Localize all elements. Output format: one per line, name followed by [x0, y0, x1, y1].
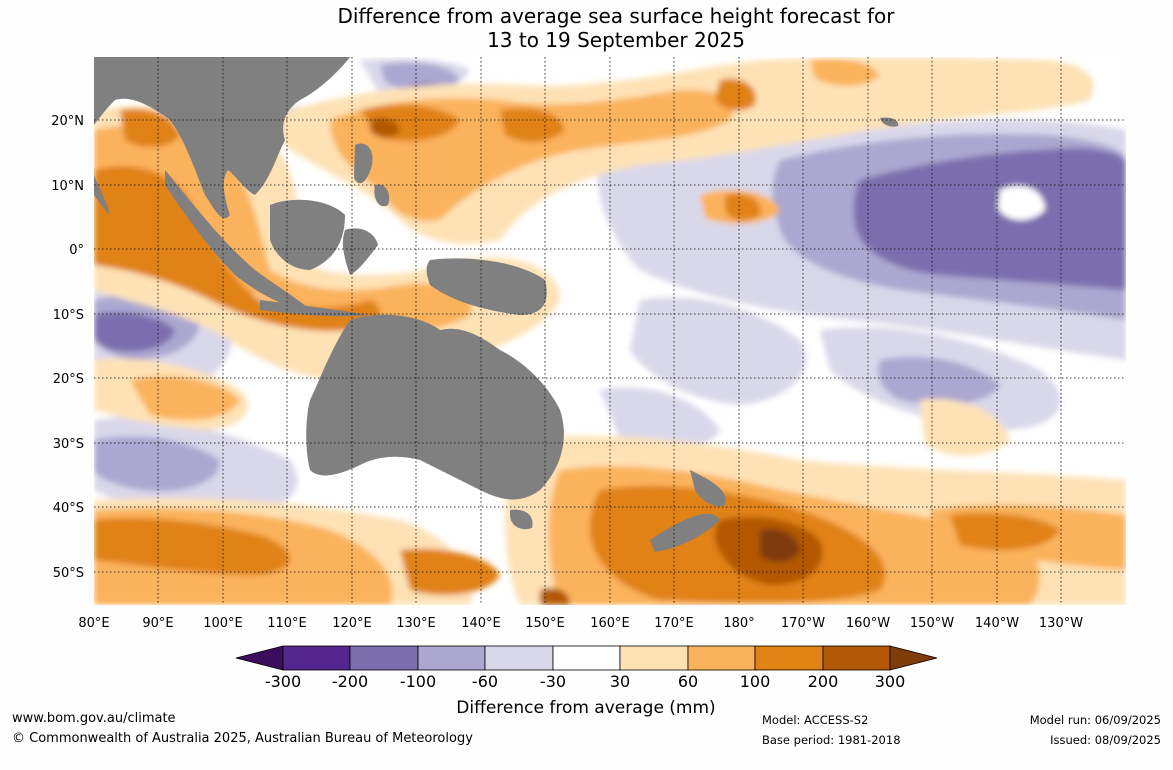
- lat-label: 40°S: [53, 501, 84, 516]
- colorbar-swatch: [417, 645, 486, 671]
- lon-label: 140°W: [975, 616, 1019, 631]
- lon-label: 110°E: [267, 616, 307, 631]
- colorbar-tick: -30: [540, 672, 566, 691]
- lon-label: 160°W: [846, 616, 890, 631]
- colorbar-ticks: -300 -200 -100 -60 -30 30 60 100 200 300: [265, 672, 905, 691]
- colorbar-low-extension: [235, 645, 284, 671]
- title-line-2: 13 to 19 September 2025: [487, 28, 745, 52]
- source-url[interactable]: www.bom.gov.au/climate: [12, 711, 176, 726]
- lon-label: 130°W: [1039, 616, 1083, 631]
- colorbar-tick: -100: [400, 672, 436, 691]
- colorbar-high-extension: [889, 645, 938, 671]
- model-run-date: Model run: 06/09/2025: [1029, 713, 1161, 727]
- lon-label: 150°E: [525, 616, 565, 631]
- longitude-labels: 80°E 90°E 100°E 110°E 120°E 130°E 140°E …: [78, 616, 1083, 631]
- landmass: [94, 57, 899, 552]
- lat-label: 50°S: [53, 566, 84, 581]
- lon-label: 100°E: [203, 616, 243, 631]
- colorbar-swatch: [822, 645, 891, 671]
- map-title: Difference from average sea surface heig…: [0, 4, 1173, 52]
- colorbar-swatch: [552, 645, 621, 671]
- colorbar-tick: -200: [332, 672, 368, 691]
- lon-label: 150°W: [910, 616, 954, 631]
- lat-label: 10°N: [51, 179, 84, 194]
- lon-label: 140°E: [461, 616, 501, 631]
- colorbar-tick: 300: [875, 672, 906, 691]
- graticule: [94, 57, 1126, 605]
- lon-label: 160°E: [590, 616, 630, 631]
- title-line-1: Difference from average sea surface heig…: [337, 4, 895, 28]
- base-period: Base period: 1981-2018: [762, 733, 901, 747]
- lat-label: 10°S: [53, 308, 84, 323]
- lat-label: 30°S: [53, 437, 84, 452]
- colorbar-swatch: [484, 645, 554, 671]
- colorbar-swatch: [687, 645, 756, 671]
- colorbar-tick: 30: [610, 672, 630, 691]
- copyright-notice: © Commonwealth of Australia 2025, Austra…: [12, 731, 473, 746]
- colorbar-swatch: [754, 645, 824, 671]
- anomaly-field: [94, 57, 1126, 605]
- colorbar-tick: -60: [472, 672, 498, 691]
- lat-label: 0°: [69, 243, 84, 258]
- colorbar-swatch: [619, 645, 689, 671]
- colorbar-tick: 60: [678, 672, 698, 691]
- colorbar-label: Difference from average (mm): [456, 698, 715, 718]
- colorbar-tick: -300: [265, 672, 301, 691]
- lat-label: 20°N: [51, 114, 84, 129]
- colorbar-swatch: [349, 645, 419, 671]
- model-name: Model: ACCESS-S2: [762, 713, 869, 727]
- lon-label: 120°E: [332, 616, 372, 631]
- colorbar-tick: 200: [808, 672, 839, 691]
- lon-label: 180°: [723, 616, 754, 631]
- lon-label: 130°E: [396, 616, 436, 631]
- lon-label: 90°E: [142, 616, 173, 631]
- lon-label: 170°E: [654, 616, 694, 631]
- colorbar-swatch: [282, 645, 351, 671]
- lon-label: 80°E: [78, 616, 109, 631]
- colorbar: [235, 645, 938, 671]
- lon-label: 170°W: [781, 616, 825, 631]
- lat-label: 20°S: [53, 372, 84, 387]
- latitude-labels: 20°N 10°N 0° 10°S 20°S 30°S 40°S 50°S: [51, 114, 84, 581]
- issued-date: Issued: 08/09/2025: [1050, 733, 1161, 747]
- colorbar-tick: 100: [740, 672, 771, 691]
